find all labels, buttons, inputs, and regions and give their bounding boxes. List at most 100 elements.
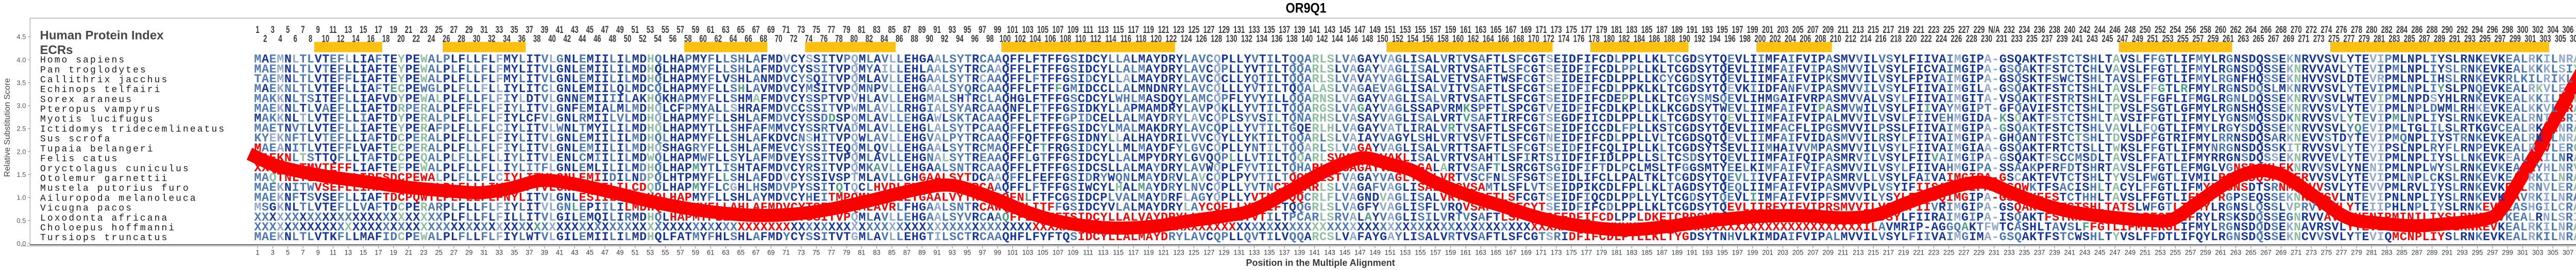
svg-text:5: 5 [286, 24, 290, 35]
svg-text:99: 99 [994, 248, 1001, 257]
svg-text:79: 79 [843, 248, 850, 257]
svg-text:17: 17 [375, 248, 382, 257]
svg-text:53: 53 [647, 24, 654, 35]
svg-text:29: 29 [465, 248, 472, 257]
svg-text:181: 181 [1611, 248, 1622, 257]
svg-text:MAKKNLTSITEFLLIAFVDYPEWALPLFLL: MAKKNLTSITEFLLIAFVDYPEWALPLFLLFLFIYLDTVL… [254, 92, 2576, 106]
svg-text:63: 63 [722, 24, 730, 35]
svg-text:126: 126 [1196, 33, 1207, 44]
svg-text:186: 186 [1649, 33, 1660, 44]
svg-text:137: 137 [1279, 24, 1290, 35]
svg-text:102: 102 [1014, 33, 1026, 44]
svg-text:141: 141 [1309, 248, 1320, 257]
svg-text:246: 246 [2109, 24, 2121, 35]
svg-text:97: 97 [979, 248, 986, 257]
svg-text:287: 287 [2412, 248, 2422, 257]
svg-text:113: 113 [1098, 24, 1109, 35]
svg-text:279: 279 [2359, 33, 2370, 44]
svg-text:MAETNVTLVTEFLLIAFTEYPERAFPLFLL: MAETNVTLVTEFLLIAFTEYPERAFPLFLLFLCIYLITVL… [254, 122, 2576, 136]
svg-text:28: 28 [457, 33, 465, 44]
svg-text:301: 301 [2517, 248, 2528, 257]
svg-text:160: 160 [1452, 33, 1464, 44]
svg-text:MAEMNLTLVTEFLLIAFTEYPEWALPLFLL: MAEMNLTLVTEFLLIAFTEYPEWALPLFLLFLFMYLITVL… [254, 63, 2576, 77]
svg-text:222: 222 [1921, 33, 1932, 44]
svg-text:165: 165 [1490, 24, 1501, 35]
svg-text:103: 103 [1022, 24, 1033, 35]
svg-text:159: 159 [1445, 248, 1456, 257]
svg-text:52: 52 [639, 33, 647, 44]
svg-text:216: 216 [1875, 33, 1887, 44]
svg-text:206: 206 [1800, 33, 1811, 44]
svg-text:67: 67 [752, 248, 759, 257]
svg-text:268: 268 [2276, 24, 2287, 35]
svg-text:260: 260 [2215, 24, 2226, 35]
svg-text:123: 123 [1173, 248, 1184, 257]
svg-text:180: 180 [1603, 33, 1615, 44]
svg-text:85: 85 [888, 24, 896, 35]
svg-text:70: 70 [775, 33, 783, 44]
svg-text:195: 195 [1717, 248, 1727, 257]
svg-text:127: 127 [1204, 248, 1214, 257]
svg-text:147: 147 [1354, 24, 1366, 35]
svg-text:Echinops telfairi: Echinops telfairi [40, 85, 161, 95]
svg-text:76: 76 [820, 33, 828, 44]
svg-text:273: 273 [2313, 33, 2325, 44]
svg-text:187: 187 [1656, 24, 1668, 35]
svg-text:Otolemur garnettii: Otolemur garnettii [40, 174, 168, 184]
svg-text:69: 69 [767, 24, 775, 35]
svg-text:265: 265 [2253, 33, 2264, 44]
svg-text:242: 242 [2079, 24, 2091, 35]
svg-text:211: 211 [1838, 24, 1849, 35]
svg-text:109: 109 [1067, 24, 1079, 35]
svg-text:287: 287 [2419, 33, 2430, 44]
svg-text:178: 178 [1588, 33, 1600, 44]
svg-text:213: 213 [1853, 24, 1864, 35]
svg-text:263: 263 [2238, 33, 2249, 44]
svg-text:101: 101 [1007, 24, 1018, 35]
svg-text:93: 93 [948, 248, 956, 257]
svg-text:25: 25 [435, 248, 443, 257]
svg-text:189: 189 [1671, 248, 1682, 257]
svg-text:129: 129 [1218, 248, 1229, 257]
svg-text:119: 119 [1143, 248, 1154, 257]
svg-text:243: 243 [2087, 33, 2098, 44]
svg-text:111: 111 [1083, 24, 1093, 35]
svg-text:6: 6 [294, 33, 297, 44]
svg-text:282: 282 [2381, 24, 2393, 35]
svg-text:306: 306 [2562, 24, 2573, 35]
svg-text:148: 148 [1362, 33, 1373, 44]
svg-text:43: 43 [571, 24, 579, 35]
svg-text:MAEKNLTLVAEFLLIAFTDRPERALPLFFL: MAEKNLTLVAEFLLIAFTDRPERALPLFFLFLFIYLITVL… [254, 102, 2576, 116]
svg-text:174: 174 [1558, 33, 1570, 44]
svg-text:192: 192 [1694, 33, 1705, 44]
svg-text:249: 249 [2132, 33, 2143, 44]
svg-text:283: 283 [2388, 33, 2400, 44]
svg-text:Sus scrofa: Sus scrofa [40, 134, 112, 145]
svg-text:214: 214 [1860, 33, 1872, 44]
svg-text:101: 101 [1007, 248, 1018, 257]
svg-text:171: 171 [1535, 24, 1547, 35]
svg-text:256: 256 [2185, 24, 2196, 35]
svg-text:33: 33 [496, 248, 503, 257]
svg-text:179: 179 [1596, 248, 1607, 257]
svg-text:22: 22 [412, 33, 420, 44]
svg-text:171: 171 [1536, 248, 1547, 257]
svg-text:36: 36 [518, 33, 526, 44]
svg-text:45: 45 [586, 248, 594, 257]
svg-text:244: 244 [2094, 24, 2106, 35]
svg-text:4.0: 4.0 [16, 56, 26, 64]
svg-text:198: 198 [1739, 33, 1751, 44]
svg-text:194: 194 [1709, 33, 1721, 44]
svg-text:2: 2 [263, 33, 267, 44]
svg-text:50: 50 [624, 33, 632, 44]
svg-text:191: 191 [1687, 248, 1698, 257]
svg-text:207: 207 [1807, 24, 1819, 35]
svg-text:119: 119 [1143, 24, 1154, 35]
svg-text:142: 142 [1316, 33, 1328, 44]
svg-text:17: 17 [375, 24, 382, 35]
svg-text:23: 23 [420, 24, 428, 35]
svg-text:21: 21 [405, 248, 412, 257]
svg-text:203: 203 [1777, 24, 1788, 35]
svg-text:196: 196 [1724, 33, 1736, 44]
svg-text:235: 235 [2019, 248, 2029, 257]
